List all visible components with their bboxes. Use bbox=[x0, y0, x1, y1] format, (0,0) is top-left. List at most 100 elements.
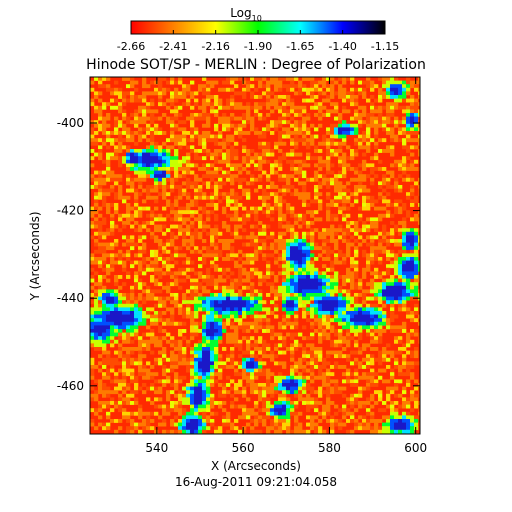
heatmap-cell bbox=[178, 393, 183, 398]
heatmap-cell bbox=[202, 386, 207, 391]
heatmap-cell bbox=[186, 303, 191, 308]
heatmap-cell bbox=[354, 379, 359, 384]
heatmap-cell bbox=[354, 249, 359, 254]
heatmap-cell bbox=[154, 357, 159, 362]
colorbar-title: Log10 bbox=[230, 6, 262, 23]
heatmap-cell bbox=[182, 293, 187, 297]
heatmap-cell bbox=[374, 390, 379, 395]
heatmap-cell bbox=[182, 167, 187, 171]
heatmap-cell bbox=[222, 80, 227, 85]
heatmap-cell bbox=[290, 228, 295, 233]
heatmap-cell bbox=[378, 393, 383, 398]
heatmap-cell bbox=[138, 386, 143, 391]
heatmap-cell bbox=[366, 141, 371, 146]
heatmap-cell bbox=[354, 185, 359, 189]
heatmap-cell bbox=[126, 368, 131, 373]
heatmap-cell bbox=[130, 98, 135, 103]
heatmap-cell bbox=[130, 411, 135, 416]
heatmap-cell bbox=[290, 149, 295, 153]
heatmap-cell bbox=[234, 213, 239, 218]
heatmap-cell bbox=[102, 314, 107, 319]
heatmap-cell bbox=[250, 84, 255, 89]
heatmap-cell bbox=[274, 127, 279, 132]
heatmap-cell bbox=[366, 116, 371, 121]
heatmap-cell bbox=[238, 307, 243, 312]
heatmap-cell bbox=[154, 260, 159, 265]
heatmap-cell bbox=[138, 285, 143, 290]
heatmap-cell bbox=[138, 159, 143, 164]
heatmap-cell bbox=[346, 271, 351, 276]
heatmap-cell bbox=[98, 206, 103, 211]
heatmap-cell bbox=[390, 105, 395, 110]
heatmap-cell bbox=[122, 307, 127, 312]
heatmap-cell bbox=[394, 264, 399, 269]
heatmap-cell bbox=[258, 390, 263, 395]
heatmap-cell bbox=[98, 343, 103, 348]
heatmap-cell bbox=[278, 105, 283, 110]
heatmap-cell bbox=[338, 192, 343, 197]
heatmap-cell bbox=[126, 149, 131, 153]
heatmap-cell bbox=[162, 195, 167, 200]
heatmap-cell bbox=[118, 145, 123, 150]
heatmap-cell bbox=[130, 80, 135, 85]
heatmap-cell bbox=[190, 321, 195, 326]
heatmap-cell bbox=[206, 379, 211, 384]
heatmap-cell bbox=[358, 213, 363, 218]
heatmap-cell bbox=[406, 145, 411, 150]
heatmap-cell bbox=[162, 383, 167, 387]
heatmap-cell bbox=[418, 336, 420, 341]
heatmap-cell bbox=[290, 138, 295, 143]
heatmap-cell bbox=[294, 105, 299, 110]
heatmap-cell bbox=[190, 365, 195, 369]
heatmap-cell bbox=[102, 325, 107, 330]
heatmap-cell bbox=[398, 325, 403, 330]
heatmap-cell bbox=[126, 372, 131, 377]
heatmap-cell bbox=[286, 206, 291, 211]
heatmap-cell bbox=[150, 80, 155, 85]
heatmap-cell bbox=[174, 156, 179, 161]
heatmap-cell bbox=[338, 253, 343, 258]
heatmap-cell bbox=[298, 167, 303, 171]
heatmap-cell bbox=[202, 314, 207, 319]
heatmap-cell bbox=[102, 131, 107, 135]
heatmap-cell bbox=[210, 361, 215, 366]
heatmap-cell bbox=[270, 289, 275, 294]
heatmap-cell bbox=[414, 98, 419, 103]
heatmap-cell bbox=[94, 206, 99, 211]
heatmap-cell bbox=[322, 231, 327, 236]
heatmap-cell bbox=[190, 314, 195, 319]
heatmap-cell bbox=[102, 116, 107, 121]
heatmap-cell bbox=[362, 307, 367, 312]
heatmap-cell bbox=[142, 134, 147, 139]
heatmap-cell bbox=[118, 95, 123, 99]
heatmap-cell bbox=[202, 354, 207, 359]
heatmap-cell bbox=[234, 131, 239, 135]
heatmap-cell bbox=[370, 321, 375, 326]
heatmap-cell bbox=[290, 116, 295, 121]
heatmap-cell bbox=[110, 329, 115, 333]
heatmap-cell bbox=[262, 134, 267, 139]
heatmap-cell bbox=[386, 185, 391, 189]
heatmap-cell bbox=[398, 300, 403, 305]
heatmap-cell bbox=[178, 138, 183, 143]
heatmap-cell bbox=[290, 390, 295, 395]
heatmap-cell bbox=[218, 318, 223, 323]
heatmap-cell bbox=[158, 174, 163, 179]
heatmap-cell bbox=[146, 415, 151, 420]
heatmap-cell bbox=[382, 213, 387, 218]
heatmap-cell bbox=[186, 116, 191, 121]
heatmap-cell bbox=[182, 401, 187, 405]
heatmap-cell bbox=[134, 120, 139, 125]
heatmap-cell bbox=[182, 159, 187, 164]
heatmap-cell bbox=[138, 185, 143, 189]
heatmap-cell bbox=[198, 350, 203, 355]
heatmap-cell bbox=[374, 282, 379, 287]
heatmap-cell bbox=[326, 282, 331, 287]
heatmap-cell bbox=[110, 246, 115, 251]
heatmap-cell bbox=[182, 239, 187, 243]
heatmap-cell bbox=[246, 361, 251, 366]
heatmap-cell bbox=[326, 303, 331, 308]
heatmap-cell bbox=[90, 329, 95, 333]
heatmap-cell bbox=[134, 203, 139, 207]
heatmap-cell bbox=[298, 375, 303, 380]
